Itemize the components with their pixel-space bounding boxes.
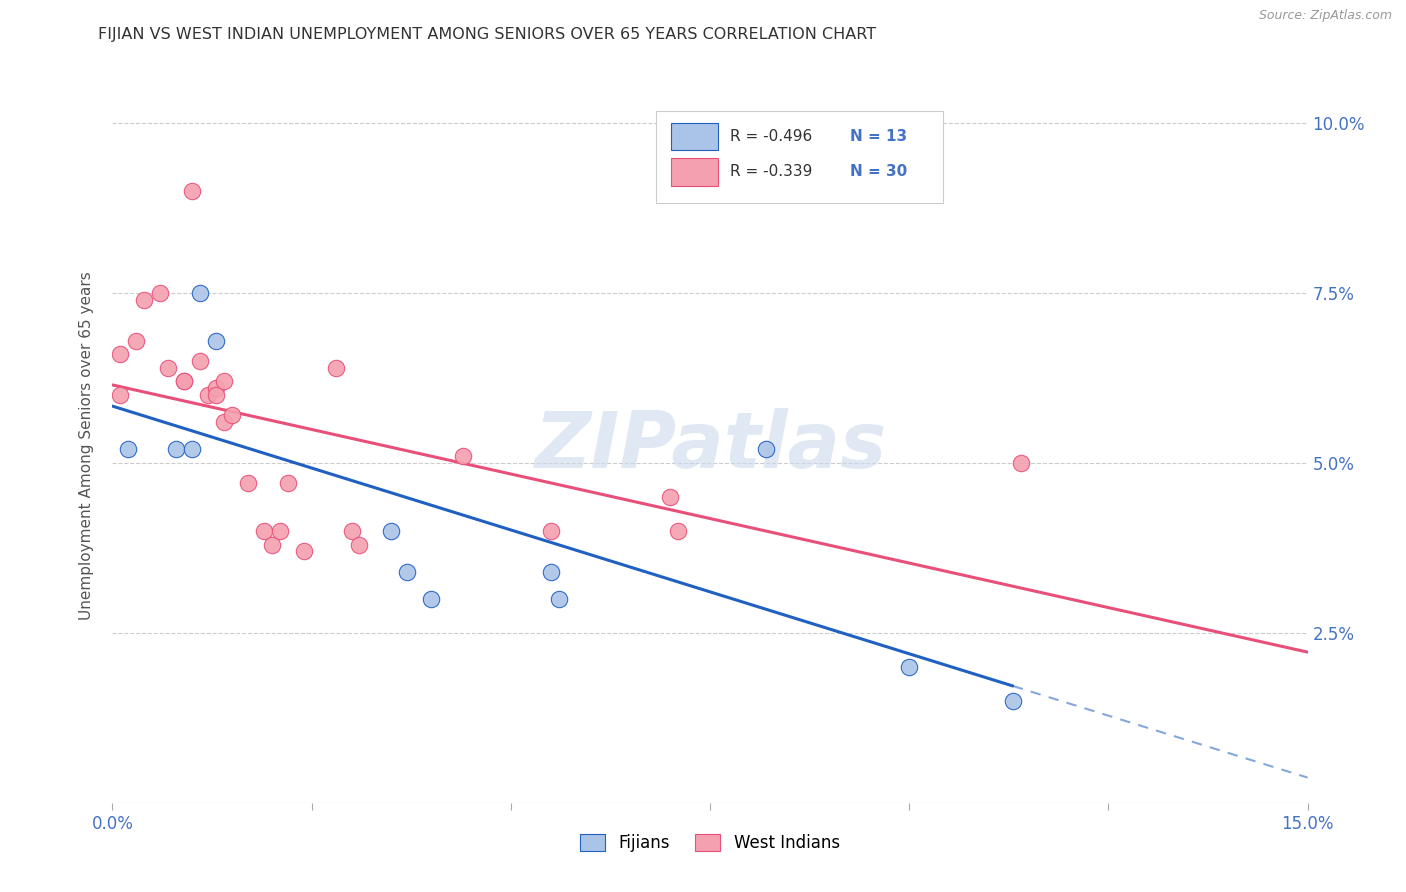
Point (221, 409, 243, 423)
Point (420, 591, 443, 606)
Point (340, 524, 363, 538)
Y-axis label: Unemployment Among Seniors over 65 years: Unemployment Among Seniors over 65 years (79, 272, 94, 620)
Point (134, 293, 156, 307)
Point (236, 476, 259, 491)
Text: FIJIAN VS WEST INDIAN UNEMPLOYMENT AMONG SENIORS OVER 65 YEARS CORRELATION CHART: FIJIAN VS WEST INDIAN UNEMPLOYMENT AMONG… (98, 27, 876, 42)
Point (380, 524, 402, 538)
Point (125, 334, 148, 348)
Point (173, 375, 195, 389)
Point (212, 375, 235, 389)
Text: ZIPatlas: ZIPatlas (534, 408, 886, 484)
Point (181, 442, 204, 457)
Point (292, 544, 315, 558)
Point (197, 388, 219, 402)
Point (117, 442, 139, 457)
Point (659, 490, 682, 504)
Point (188, 286, 211, 301)
Point (260, 537, 283, 551)
Text: R = -0.496: R = -0.496 (730, 128, 813, 144)
Point (253, 524, 276, 538)
Point (547, 591, 569, 606)
Point (396, 565, 419, 579)
Point (1010, 456, 1032, 470)
Text: N = 30: N = 30 (849, 164, 907, 179)
Point (269, 524, 291, 538)
Point (898, 660, 921, 674)
Point (755, 442, 778, 457)
Point (277, 476, 299, 491)
FancyBboxPatch shape (657, 111, 943, 203)
Text: Source: ZipAtlas.com: Source: ZipAtlas.com (1258, 9, 1392, 22)
Point (349, 537, 371, 551)
Text: R = -0.339: R = -0.339 (730, 164, 813, 179)
Point (205, 334, 228, 348)
Point (149, 286, 172, 301)
Point (666, 524, 689, 538)
Point (1001, 694, 1024, 708)
Point (173, 375, 195, 389)
Point (165, 442, 187, 457)
Text: N = 13: N = 13 (849, 128, 907, 144)
Point (212, 415, 235, 429)
Point (157, 360, 180, 375)
Point (540, 524, 562, 538)
Point (325, 360, 347, 375)
FancyBboxPatch shape (671, 123, 718, 150)
Point (451, 449, 474, 463)
FancyBboxPatch shape (671, 159, 718, 186)
Point (540, 565, 562, 579)
Point (188, 354, 211, 368)
Point (205, 381, 228, 395)
Point (110, 388, 132, 402)
Point (110, 347, 132, 361)
Legend: Fijians, West Indians: Fijians, West Indians (574, 827, 846, 859)
Point (181, 184, 204, 198)
Point (205, 388, 228, 402)
